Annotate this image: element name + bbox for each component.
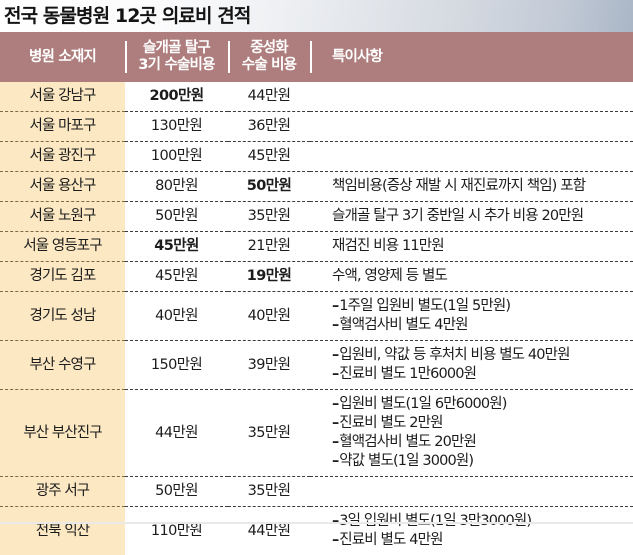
cell-luxation-cost: 45만원 bbox=[125, 232, 228, 262]
cell-luxation-cost: 100만원 bbox=[125, 142, 228, 172]
cell-region: 부산 부산진구 bbox=[0, 390, 125, 477]
column-header-luxation-line2: 3기 수술비용 bbox=[127, 57, 226, 74]
note-line: 책임비용(증상 재발 시 재진료까지 책임) 포함 bbox=[332, 177, 627, 196]
note-line: 입원비, 약값 등 후처치 비용 별도 40만원 bbox=[332, 346, 627, 365]
cell-notes: 재검진 비용 11만원 bbox=[310, 232, 633, 262]
cell-luxation-cost: 80만원 bbox=[125, 172, 228, 202]
table-row: 부산 수영구150만원39만원입원비, 약값 등 후처치 비용 별도 40만원진… bbox=[0, 341, 633, 390]
cell-neuter-cost: 45만원 bbox=[228, 142, 310, 172]
table-header-row: 병원 소재지 슬개골 탈구 3기 수술비용 중성화 수술 비용 특이사항 bbox=[0, 32, 633, 82]
cell-notes bbox=[310, 477, 633, 507]
note-line: 입원비 별도(1일 6만6000원) bbox=[332, 395, 627, 414]
cell-region: 부산 수영구 bbox=[0, 341, 125, 390]
page-title: 전국 동물병원 12곳 의료비 견적 bbox=[4, 1, 250, 31]
cell-notes: 입원비 별도(1일 6만6000원)진료비 별도 2만원혈액검사비 별도 20만… bbox=[310, 390, 633, 477]
cell-luxation-cost: 130만원 bbox=[125, 112, 228, 142]
column-header-luxation-line1: 슬개골 탈구 bbox=[127, 40, 226, 57]
cell-region: 서울 노원구 bbox=[0, 202, 125, 232]
note-line: 재검진 비용 11만원 bbox=[332, 237, 627, 256]
cell-neuter-cost: 50만원 bbox=[228, 172, 310, 202]
cell-region: 경기도 김포 bbox=[0, 262, 125, 292]
veterinary-cost-table: 병원 소재지 슬개골 탈구 3기 수술비용 중성화 수술 비용 특이사항 서울 … bbox=[0, 32, 633, 555]
table-row: 부산 부산진구44만원35만원입원비 별도(1일 6만6000원)진료비 별도 … bbox=[0, 390, 633, 477]
column-header-notes: 특이사항 bbox=[310, 32, 633, 82]
cell-region: 서울 강남구 bbox=[0, 82, 125, 112]
cost-table-wrapper: 병원 소재지 슬개골 탈구 3기 수술비용 중성화 수술 비용 특이사항 서울 … bbox=[0, 32, 633, 555]
column-header-region-label: 병원 소재지 bbox=[2, 49, 123, 66]
cell-notes: 입원비, 약값 등 후처치 비용 별도 40만원진료비 별도 1만6000원 bbox=[310, 341, 633, 390]
column-header-neuter-line2: 수술 비용 bbox=[230, 57, 308, 74]
cell-luxation-cost: 110만원 bbox=[125, 507, 228, 555]
cell-region: 서울 광진구 bbox=[0, 142, 125, 172]
cell-notes: 1주일 입원비 별도(1일 5만원)혈액검사비 별도 4만원 bbox=[310, 292, 633, 341]
note-line: 진료비 별도 4만원 bbox=[332, 531, 627, 550]
cell-luxation-cost: 45만원 bbox=[125, 262, 228, 292]
cell-neuter-cost: 35만원 bbox=[228, 390, 310, 477]
column-header-region: 병원 소재지 bbox=[0, 32, 125, 82]
cell-neuter-cost: 35만원 bbox=[228, 477, 310, 507]
cell-region: 전북 익산 bbox=[0, 507, 125, 555]
cell-neuter-cost: 35만원 bbox=[228, 202, 310, 232]
note-line: 혈액검사비 별도 4만원 bbox=[332, 316, 627, 335]
note-line: 진료비 별도 2만원 bbox=[332, 414, 627, 433]
table-row: 경기도 성남40만원40만원1주일 입원비 별도(1일 5만원)혈액검사비 별도… bbox=[0, 292, 633, 341]
cell-notes: 3일 입원비 별도(1일 3만3000원)진료비 별도 4만원 bbox=[310, 507, 633, 555]
cell-luxation-cost: 44만원 bbox=[125, 390, 228, 477]
cell-notes: 수액, 영양제 등 별도 bbox=[310, 262, 633, 292]
cell-region: 경기도 성남 bbox=[0, 292, 125, 341]
note-line: 약값 별도(1일 3000원) bbox=[332, 452, 627, 471]
cell-neuter-cost: 44만원 bbox=[228, 82, 310, 112]
cell-luxation-cost: 50만원 bbox=[125, 202, 228, 232]
title-band: 전국 동물병원 12곳 의료비 견적 bbox=[0, 0, 633, 32]
note-line: 진료비 별도 1만6000원 bbox=[332, 365, 627, 384]
note-line: 혈액검사비 별도 20만원 bbox=[332, 433, 627, 452]
cell-region: 서울 영등포구 bbox=[0, 232, 125, 262]
note-line: 슬개골 탈구 3기 중반일 시 추가 비용 20만원 bbox=[332, 207, 627, 226]
cell-neuter-cost: 44만원 bbox=[228, 507, 310, 555]
column-header-luxation-cost: 슬개골 탈구 3기 수술비용 bbox=[125, 32, 228, 82]
cell-notes: 책임비용(증상 재발 시 재진료까지 책임) 포함 bbox=[310, 172, 633, 202]
cell-luxation-cost: 200만원 bbox=[125, 82, 228, 112]
cell-luxation-cost: 50만원 bbox=[125, 477, 228, 507]
cell-neuter-cost: 36만원 bbox=[228, 112, 310, 142]
cell-region: 광주 서구 bbox=[0, 477, 125, 507]
cell-neuter-cost: 19만원 bbox=[228, 262, 310, 292]
cell-region: 서울 용산구 bbox=[0, 172, 125, 202]
cell-region: 서울 마포구 bbox=[0, 112, 125, 142]
cell-notes bbox=[310, 142, 633, 172]
table-header: 병원 소재지 슬개골 탈구 3기 수술비용 중성화 수술 비용 특이사항 bbox=[0, 32, 633, 82]
column-header-notes-label: 특이사항 bbox=[332, 49, 631, 66]
cell-notes bbox=[310, 82, 633, 112]
cell-luxation-cost: 40만원 bbox=[125, 292, 228, 341]
column-header-neuter-line1: 중성화 bbox=[230, 40, 308, 57]
note-line: 수액, 영양제 등 별도 bbox=[332, 267, 627, 286]
cell-neuter-cost: 39만원 bbox=[228, 341, 310, 390]
cell-luxation-cost: 150만원 bbox=[125, 341, 228, 390]
cell-notes bbox=[310, 112, 633, 142]
cell-notes: 슬개골 탈구 3기 중반일 시 추가 비용 20만원 bbox=[310, 202, 633, 232]
note-line: 1주일 입원비 별도(1일 5만원) bbox=[332, 297, 627, 316]
cell-neuter-cost: 40만원 bbox=[228, 292, 310, 341]
cell-neuter-cost: 21만원 bbox=[228, 232, 310, 262]
column-header-neuter-cost: 중성화 수술 비용 bbox=[228, 32, 310, 82]
infographic-root: 전국 동물병원 12곳 의료비 견적 병원 소재지 슬개골 탈구 3기 수술비용 bbox=[0, 0, 633, 524]
table-row: 전북 익산110만원44만원3일 입원비 별도(1일 3만3000원)진료비 별… bbox=[0, 507, 633, 555]
